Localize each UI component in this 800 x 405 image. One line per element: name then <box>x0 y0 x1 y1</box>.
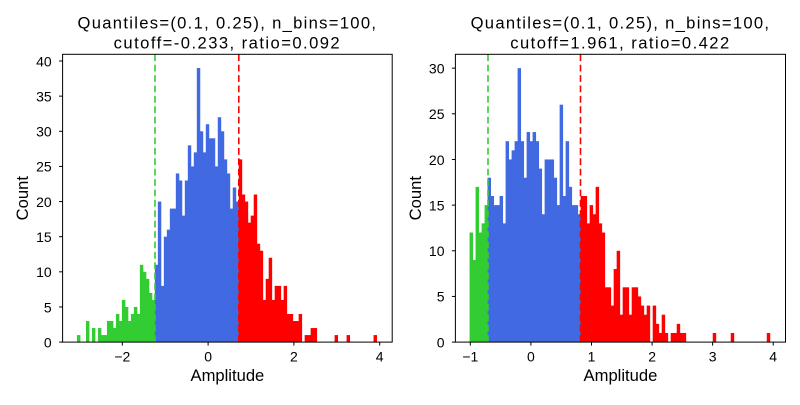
svg-text:0: 0 <box>44 334 52 350</box>
svg-text:4: 4 <box>769 349 777 365</box>
svg-text:10: 10 <box>36 264 52 280</box>
svg-text:30: 30 <box>36 124 52 140</box>
svg-text:Count: Count <box>13 176 32 221</box>
svg-text:5: 5 <box>437 289 445 305</box>
svg-text:20: 20 <box>36 194 52 210</box>
svg-text:15: 15 <box>429 197 445 213</box>
svg-text:25: 25 <box>36 159 52 175</box>
svg-text:2: 2 <box>648 349 656 365</box>
svg-text:35: 35 <box>36 88 52 104</box>
svg-text:Count: Count <box>406 176 425 221</box>
svg-text:5: 5 <box>44 299 52 315</box>
svg-text:0: 0 <box>437 334 445 350</box>
svg-text:40: 40 <box>36 53 52 69</box>
svg-text:10: 10 <box>429 243 445 259</box>
svg-text:25: 25 <box>429 106 445 122</box>
svg-text:Amplitude: Amplitude <box>191 366 265 385</box>
svg-text:0: 0 <box>204 349 212 365</box>
svg-text:3: 3 <box>709 349 717 365</box>
svg-text:4: 4 <box>376 349 384 365</box>
svg-text:−1: −1 <box>462 349 478 365</box>
svg-text:1: 1 <box>588 349 596 365</box>
svg-text:2: 2 <box>290 349 298 365</box>
svg-text:20: 20 <box>429 152 445 168</box>
svg-text:cutoff=1.961, ratio=0.422: cutoff=1.961, ratio=0.422 <box>510 34 730 53</box>
svg-text:Quantiles=(0.1, 0.25), n_bins=: Quantiles=(0.1, 0.25), n_bins=100, <box>471 14 771 33</box>
svg-text:0: 0 <box>527 349 535 365</box>
svg-text:Amplitude: Amplitude <box>584 366 658 385</box>
svg-text:−2: −2 <box>114 349 130 365</box>
svg-text:15: 15 <box>36 229 52 245</box>
svg-text:30: 30 <box>429 60 445 76</box>
svg-text:cutoff=-0.233, ratio=0.092: cutoff=-0.233, ratio=0.092 <box>114 34 341 53</box>
svg-text:Quantiles=(0.1, 0.25), n_bins=: Quantiles=(0.1, 0.25), n_bins=100, <box>78 14 378 33</box>
